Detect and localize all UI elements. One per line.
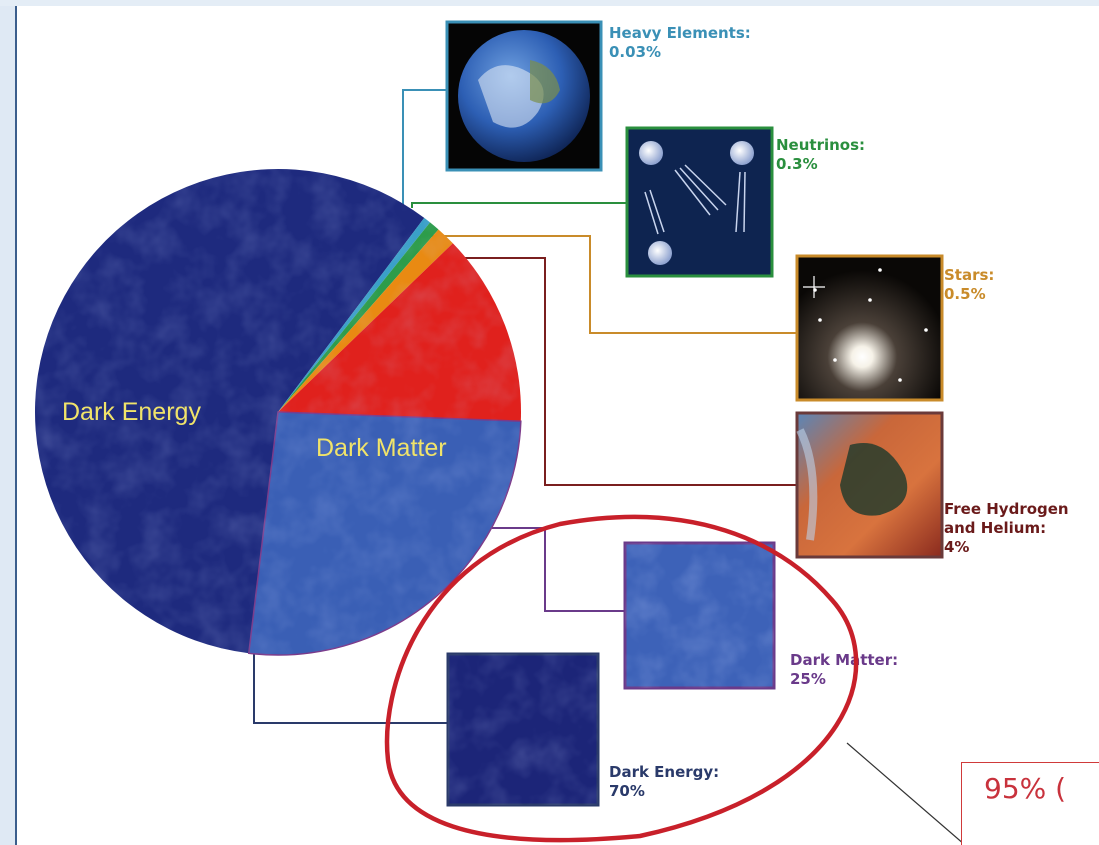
thumb-star-cluster-frame (795, 254, 944, 402)
label-stars: Stars: 0.5% (944, 266, 994, 304)
neutrino-ball-icon (730, 141, 754, 165)
label-neutrinos: Neutrinos: 0.3% (776, 136, 865, 174)
thumb-star-cluster (795, 254, 944, 402)
annotation-callout-text: 95% ( (984, 772, 1067, 805)
neutrino-trail-line (684, 164, 727, 206)
dark-energy-texture-overlay (448, 654, 598, 805)
neutrino-trail-line (735, 171, 741, 233)
star-dot-icon (868, 298, 872, 302)
pie-label-dark-energy: Dark Energy (62, 398, 201, 426)
label-de-title: Dark Energy: (609, 763, 720, 781)
label-gas-title-1: Free Hydrogen (944, 500, 1069, 518)
neutrino-trail-line (649, 189, 665, 233)
star-dot-icon (924, 328, 928, 332)
earth-land-shape (530, 60, 560, 104)
label-heavy-title: Heavy Elements: (609, 24, 751, 42)
star-dot-icon (833, 358, 837, 362)
connector-heavy-elements (402, 89, 447, 213)
connector-dark-energy (253, 645, 448, 724)
left-page-border (0, 0, 17, 845)
star-dot-icon (818, 318, 822, 322)
thumb-dark-matter-texture (623, 541, 776, 690)
neutrino-ball-icon (639, 141, 663, 165)
label-dark-matter: Dark Matter: 25% (790, 651, 898, 689)
thumb-neutrino-diagram (625, 126, 774, 278)
thumb-dark-energy-texture (446, 652, 600, 807)
label-gas-title-2: and Helium: (944, 519, 1047, 537)
top-page-border (0, 0, 1099, 6)
connector-stars (426, 235, 797, 334)
earth-cloud-shape (478, 65, 544, 128)
thumb-nebula (795, 411, 944, 559)
annotation-callout-box: 95% ( (961, 762, 1099, 845)
label-de-value: 70% (609, 782, 645, 800)
label-neutrinos-value: 0.3% (776, 155, 818, 173)
neutrino-trail-line (644, 191, 659, 235)
neutrino-trail-line (679, 167, 719, 211)
star-sparkle-icon (803, 276, 825, 298)
star-dot-icon (878, 268, 882, 272)
connector-dark-matter (492, 527, 625, 612)
label-heavy-elements: Heavy Elements: 0.03% (609, 24, 751, 62)
connector-hydrogen-helium (440, 257, 797, 486)
star-dot-icon (898, 378, 902, 382)
label-stars-title: Stars: (944, 266, 995, 284)
dark-matter-texture-overlay (625, 543, 774, 688)
neutrino-trail-line (743, 171, 746, 233)
connector-neutrinos (411, 202, 627, 208)
neutrino-ball-icon (648, 241, 672, 265)
pie-slices (35, 169, 522, 656)
label-dm-title: Dark Matter: (790, 651, 899, 669)
label-heavy-value: 0.03% (609, 43, 662, 61)
label-dm-value: 25% (790, 670, 826, 688)
label-neutrinos-title: Neutrinos: (776, 136, 866, 154)
pie-label-dark-matter: Dark Matter (316, 434, 447, 462)
label-gas-value: 4% (944, 538, 970, 556)
label-dark-energy: Dark Energy: 70% (609, 763, 719, 801)
thumb-earth-globe (445, 20, 603, 172)
label-stars-value: 0.5% (944, 285, 986, 303)
label-hydrogen-helium: Free Hydrogen and Helium: 4% (944, 500, 1069, 557)
neutrino-trail-line (674, 169, 711, 216)
nebula-dark-cloud (840, 443, 908, 516)
